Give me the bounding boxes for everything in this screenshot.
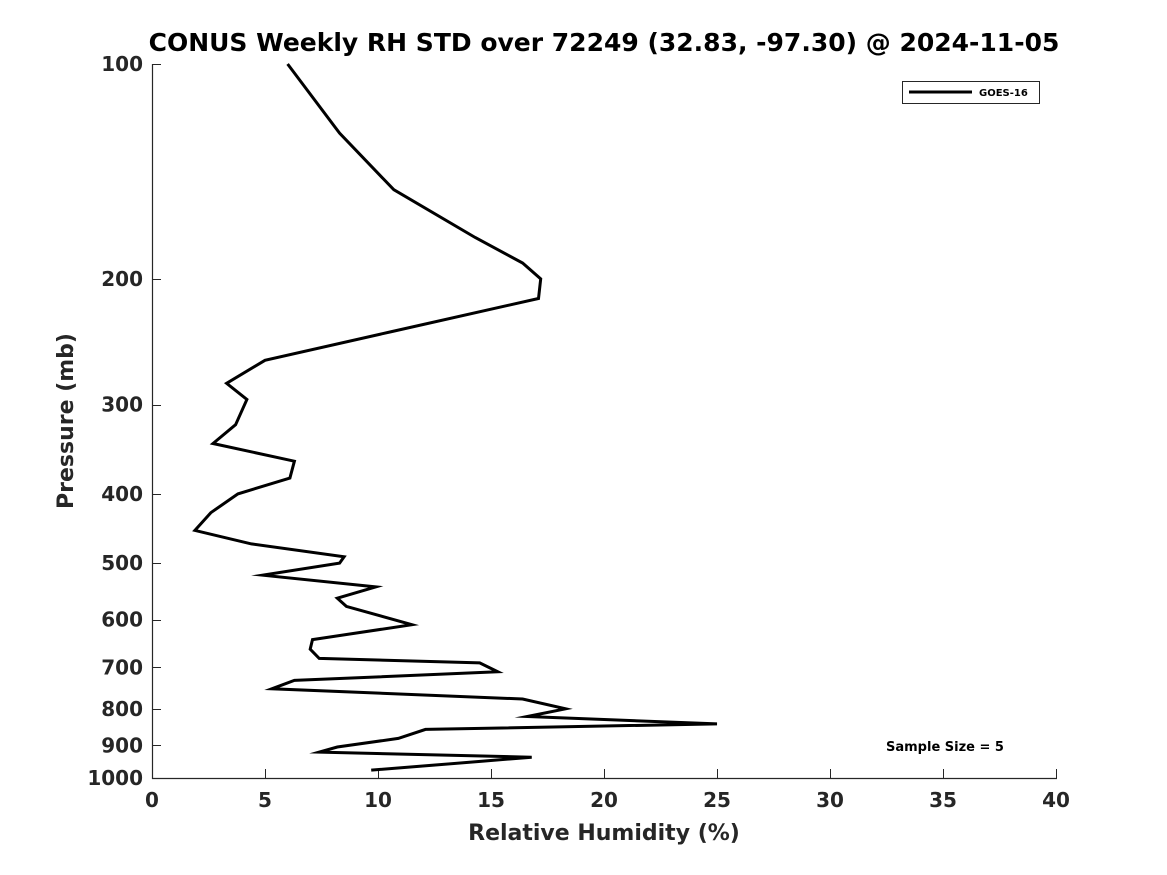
x-axis-label: Relative Humidity (%)	[468, 821, 740, 846]
series-layer	[192, 63, 718, 772]
chart-title: CONUS Weekly RH STD over 72249 (32.83, -…	[149, 28, 1060, 57]
y-tick-label: 100	[101, 52, 143, 76]
y-axis-label: Pressure (mb)	[54, 333, 79, 509]
x-tick-label: 15	[477, 788, 505, 812]
y-ticks: 100 200 300 400 500 600 700 800 900 1000	[87, 52, 161, 790]
x-tick-label: 40	[1042, 788, 1070, 812]
axes	[151, 64, 1057, 780]
x-tick-label: 30	[816, 788, 844, 812]
y-tick-label: 400	[101, 482, 143, 506]
legend: GOES-16	[902, 81, 1040, 104]
series-line-goes-16	[192, 63, 718, 772]
x-tick-label: 0	[145, 788, 159, 812]
x-tick-label: 20	[590, 788, 618, 812]
y-tick-label: 700	[101, 655, 143, 679]
sample-size-annotation: Sample Size = 5	[886, 740, 1004, 755]
x-tick-label: 5	[258, 788, 272, 812]
x-tick-label: 10	[364, 788, 392, 812]
y-tick-label: 900	[101, 733, 143, 757]
y-tick-label: 600	[101, 608, 143, 632]
y-tick-label: 1000	[87, 766, 143, 790]
legend-label-goes-16: GOES-16	[979, 88, 1028, 99]
y-tick-label: 800	[101, 697, 143, 721]
x-ticks: 0 5 10 15 20 25 30 35 40	[145, 769, 1070, 812]
x-tick-label: 25	[703, 788, 731, 812]
x-tick-label: 35	[929, 788, 957, 812]
y-tick-label: 200	[101, 267, 143, 291]
y-tick-label: 300	[101, 393, 143, 417]
y-tick-label: 500	[101, 551, 143, 575]
